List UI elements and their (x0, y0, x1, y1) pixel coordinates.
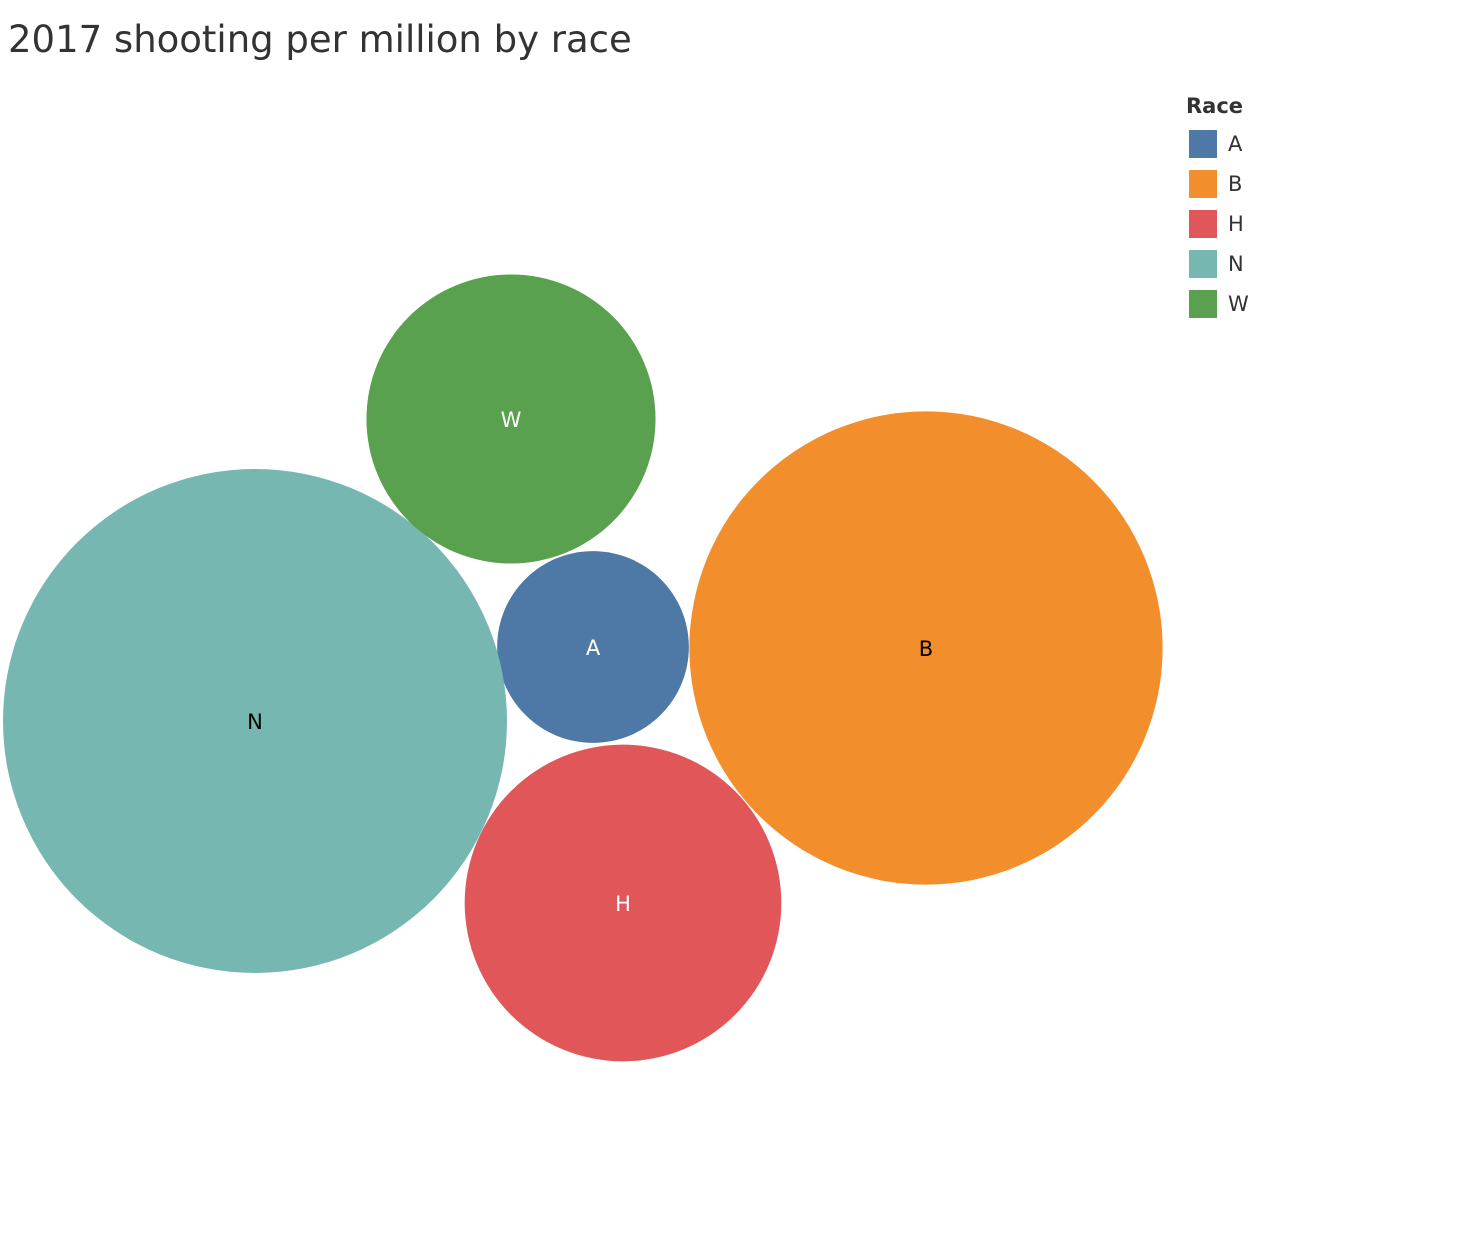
bubble-label-b: B (919, 637, 933, 661)
bubble-n[interactable] (3, 469, 507, 973)
bubble-label-n: N (247, 710, 263, 734)
legend-item-b[interactable]: B (1186, 164, 1386, 204)
bubble-a[interactable] (497, 551, 689, 743)
legend-item-h[interactable]: H (1186, 204, 1386, 244)
legend-swatch (1189, 170, 1217, 198)
chart-title: 2017 shooting per million by race (8, 18, 632, 61)
legend-label: B (1228, 172, 1243, 196)
legend-label: A (1228, 132, 1243, 156)
legend-item-a[interactable]: A (1186, 124, 1386, 164)
bubble-label-w: W (501, 408, 522, 432)
bubble-b[interactable] (689, 411, 1163, 885)
bubble-w[interactable] (366, 274, 656, 564)
legend-label: W (1228, 292, 1249, 316)
legend-item-w[interactable]: W (1186, 284, 1386, 324)
bubble-h[interactable] (464, 744, 782, 1062)
legend-title: Race (1186, 94, 1244, 118)
legend-swatch (1189, 250, 1217, 278)
legend-label: H (1228, 212, 1244, 236)
bubble-label-a: A (586, 636, 601, 660)
legend-swatch (1189, 290, 1217, 318)
legend-swatch (1189, 130, 1217, 158)
legend-item-n[interactable]: N (1186, 244, 1386, 284)
bubble-label-h: H (615, 892, 631, 916)
legend-swatch (1189, 210, 1217, 238)
legend-label: N (1228, 252, 1244, 276)
